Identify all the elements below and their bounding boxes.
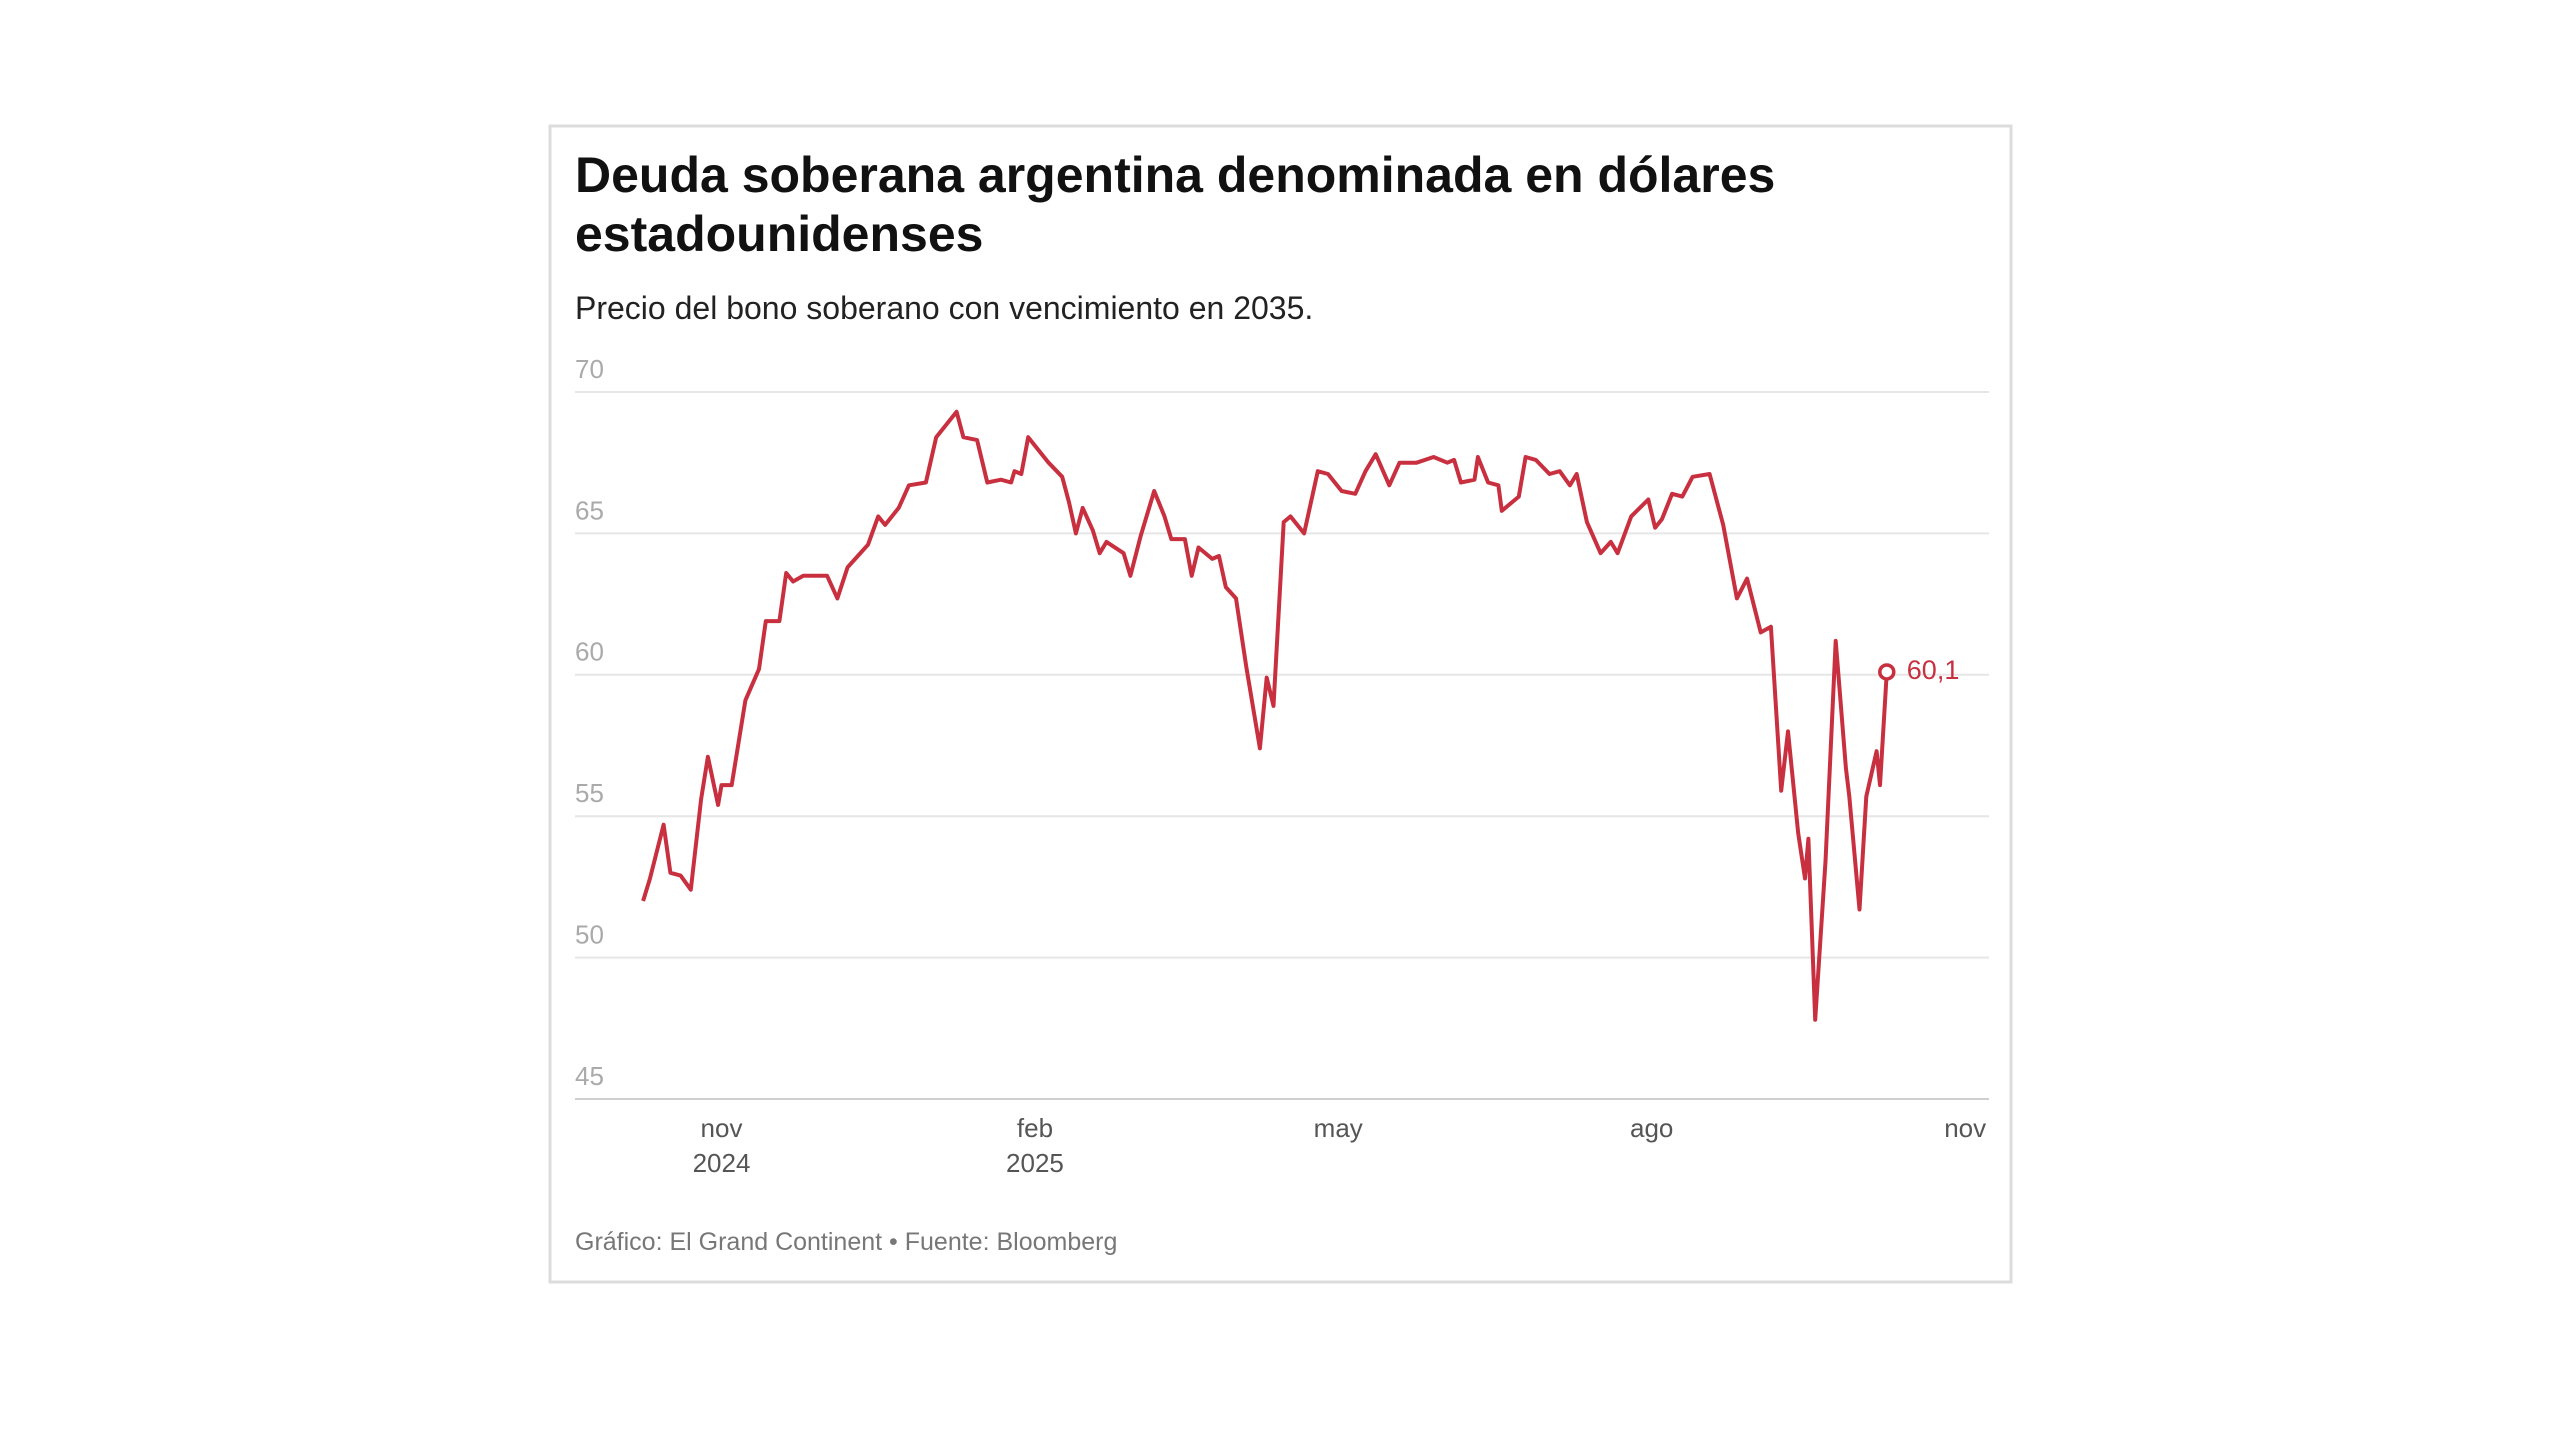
data-line xyxy=(641,409,1889,1022)
end-marker xyxy=(1878,663,1896,681)
x-tick-label: nov xyxy=(701,1113,743,1143)
y-tick-label: 45 xyxy=(575,1061,604,1091)
y-tick-label: 70 xyxy=(575,354,604,384)
x-tick-label: nov xyxy=(1944,1113,1986,1143)
annotation-label: 60,1 xyxy=(1907,655,1960,685)
chart-subtitle: Precio del bono soberano con vencimiento… xyxy=(575,290,1314,326)
y-tick-label: 65 xyxy=(575,495,604,525)
y-tick-label: 60 xyxy=(575,637,604,667)
y-tick-label: 50 xyxy=(575,919,604,949)
chart-frame xyxy=(548,124,2013,1284)
chart-title: Deuda soberana argentina denominada en d… xyxy=(575,147,1776,262)
x-tick-label: may xyxy=(1314,1113,1363,1143)
x-tick-label: 2024 xyxy=(693,1148,751,1178)
x-tick-label: 2025 xyxy=(1006,1148,1064,1178)
x-tick-label: ago xyxy=(1630,1113,1673,1143)
x-tick-label: feb xyxy=(1017,1113,1053,1143)
y-tick-label: 55 xyxy=(575,778,604,808)
chart-source: Gráfico: El Grand Continent • Fuente: Bl… xyxy=(575,1228,1118,1256)
